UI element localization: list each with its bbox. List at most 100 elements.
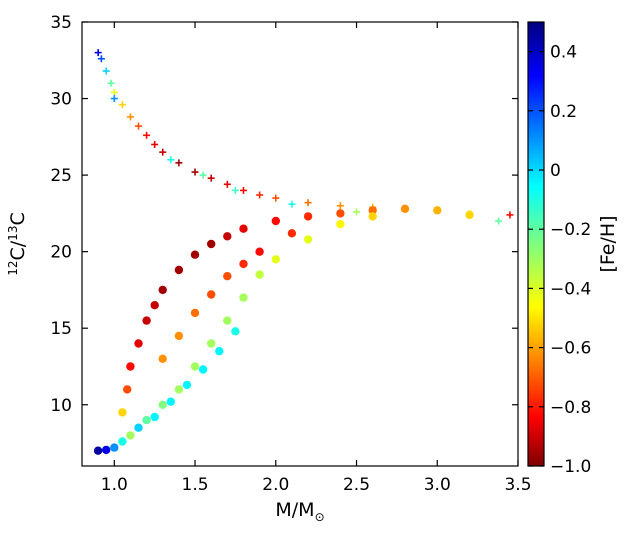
- y-axis-label-mid: C/: [7, 240, 29, 260]
- x-tick-label: 1.0: [101, 475, 128, 495]
- data-points: [93, 49, 514, 455]
- data-point-circle: [239, 293, 248, 302]
- data-point-circle: [239, 224, 248, 233]
- data-point-plus: [191, 168, 199, 176]
- data-point-circle: [303, 212, 313, 221]
- data-point-plus: [110, 95, 118, 103]
- colorbar-tick-label: 0.4: [550, 43, 577, 63]
- colorbar: [527, 21, 545, 467]
- data-point-circle: [134, 423, 143, 432]
- data-point-circle: [368, 206, 377, 215]
- colorbar-tick-label: −0.4: [550, 279, 591, 299]
- data-point-plus: [288, 200, 296, 208]
- y-axis-label-sup2: 13: [6, 226, 20, 241]
- data-point-plus: [272, 194, 280, 202]
- data-point-circle: [123, 385, 132, 394]
- y-tick-label: 30: [50, 90, 72, 110]
- data-point-plus: [118, 101, 126, 109]
- data-point-circle: [182, 380, 192, 390]
- data-point-circle: [465, 210, 474, 220]
- data-point-circle: [271, 216, 280, 226]
- data-point-circle: [271, 255, 280, 264]
- data-point-circle: [158, 285, 167, 295]
- data-point-circle: [142, 415, 151, 425]
- plot-frame: [81, 21, 519, 467]
- data-point-circle: [368, 212, 377, 221]
- colorbar-tick-label: −1.0: [550, 457, 591, 477]
- y-tick-label: 35: [50, 13, 72, 33]
- data-point-plus: [239, 186, 247, 194]
- data-point-circle: [93, 446, 103, 455]
- y-axis-ticks: 10 15 20 25 30 35: [50, 13, 518, 416]
- data-point-circle: [207, 239, 216, 249]
- data-point-plus: [506, 211, 514, 219]
- data-point-circle: [158, 354, 167, 363]
- x-tick-label: 1.5: [182, 475, 209, 495]
- colorbar-tick-label: 0.2: [550, 102, 577, 122]
- data-point-plus: [207, 174, 215, 182]
- data-point-circle: [255, 247, 264, 256]
- y-tick-label: 20: [50, 243, 72, 263]
- data-point-plus: [102, 67, 110, 75]
- data-point-circle: [400, 204, 410, 213]
- data-point-circle: [287, 229, 297, 238]
- data-point-circle: [223, 232, 232, 241]
- colorbar-tick-label: 0: [550, 161, 561, 181]
- data-point-plus: [151, 140, 159, 148]
- data-point-circle: [239, 259, 248, 269]
- x-tick-label: 3.0: [424, 475, 451, 495]
- data-point-plus: [336, 202, 344, 210]
- data-point-plus: [199, 171, 207, 179]
- x-tick-label: 3.5: [504, 475, 531, 495]
- data-point-circle: [336, 209, 345, 218]
- data-point-circle: [190, 308, 200, 318]
- data-point-circle: [142, 316, 151, 325]
- data-point-plus: [231, 186, 239, 194]
- data-point-circle: [126, 362, 135, 371]
- data-point-plus: [94, 49, 102, 57]
- data-point-circle: [433, 206, 442, 215]
- colorbar-tick-label: −0.2: [550, 220, 591, 240]
- data-point-circle: [174, 265, 184, 275]
- data-point-plus: [256, 191, 264, 199]
- data-point-circle: [223, 316, 232, 325]
- data-point-circle: [134, 339, 143, 348]
- x-axis-label-main: M/M: [275, 499, 314, 521]
- data-point-plus: [143, 131, 151, 139]
- data-point-circle: [118, 437, 127, 446]
- colorbar-tick-label: −0.8: [550, 398, 591, 418]
- y-tick-label: 10: [50, 396, 72, 416]
- data-point-plus: [167, 156, 175, 164]
- data-point-circle: [102, 445, 111, 455]
- data-point-circle: [255, 270, 264, 279]
- y-tick-label: 25: [50, 166, 72, 186]
- data-point-plus: [175, 159, 183, 167]
- data-point-circle: [150, 301, 159, 310]
- data-point-circle: [207, 290, 216, 299]
- x-tick-label: 2.5: [343, 475, 370, 495]
- data-point-circle: [110, 443, 119, 452]
- data-point-plus: [304, 199, 312, 207]
- data-point-plus: [110, 88, 118, 96]
- data-point-circle: [174, 385, 184, 394]
- x-tick-label: 2.0: [262, 475, 289, 495]
- data-point-circle: [126, 431, 135, 440]
- data-point-circle: [207, 339, 216, 348]
- data-point-circle: [303, 235, 313, 244]
- x-axis-ticks: 1.0 1.5 2.0 2.5 3.0 3.5: [101, 22, 532, 495]
- data-point-plus: [353, 208, 361, 216]
- y-tick-label: 15: [50, 319, 72, 339]
- colorbar-tick-label: −0.6: [550, 339, 591, 359]
- data-point-plus: [495, 217, 503, 225]
- data-point-circle: [231, 327, 240, 336]
- colorbar-ticks: 0.4 0.2 0 −0.2 −0.4 −0.6 −0.8 −1.0: [528, 43, 591, 477]
- data-point-circle: [223, 272, 232, 281]
- data-point-plus: [135, 122, 143, 130]
- data-point-circle: [174, 331, 184, 341]
- data-point-circle: [198, 365, 208, 374]
- x-axis-label: M/M⊙: [275, 499, 324, 524]
- y-axis-label: 12C/13C: [6, 212, 29, 276]
- x-axis-label-subscript: ⊙: [315, 510, 325, 524]
- data-point-circle: [190, 362, 200, 371]
